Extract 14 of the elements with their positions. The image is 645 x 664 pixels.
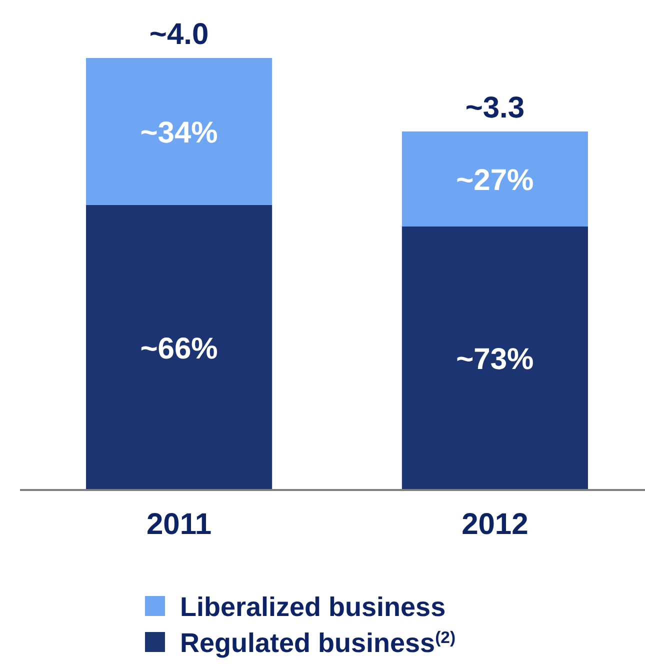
x-tick-label: 2012 bbox=[462, 508, 528, 541]
annotation: ~73% bbox=[456, 343, 534, 376]
bar bbox=[402, 226, 588, 490]
annotation: ~34% bbox=[140, 116, 218, 150]
bar bbox=[86, 204, 272, 490]
bar bbox=[86, 58, 272, 205]
legend-label: Liberalized business bbox=[180, 592, 446, 622]
annotation: ~66% bbox=[140, 332, 218, 366]
annotation: ~3.3 bbox=[465, 91, 525, 124]
annotation: ~27% bbox=[456, 164, 534, 197]
x-tick-label: 2011 bbox=[146, 508, 212, 541]
text: ~4.0 bbox=[149, 18, 209, 51]
legend-label: Regulated business$^{(2)}$ bbox=[180, 628, 456, 658]
bar bbox=[402, 131, 588, 226]
